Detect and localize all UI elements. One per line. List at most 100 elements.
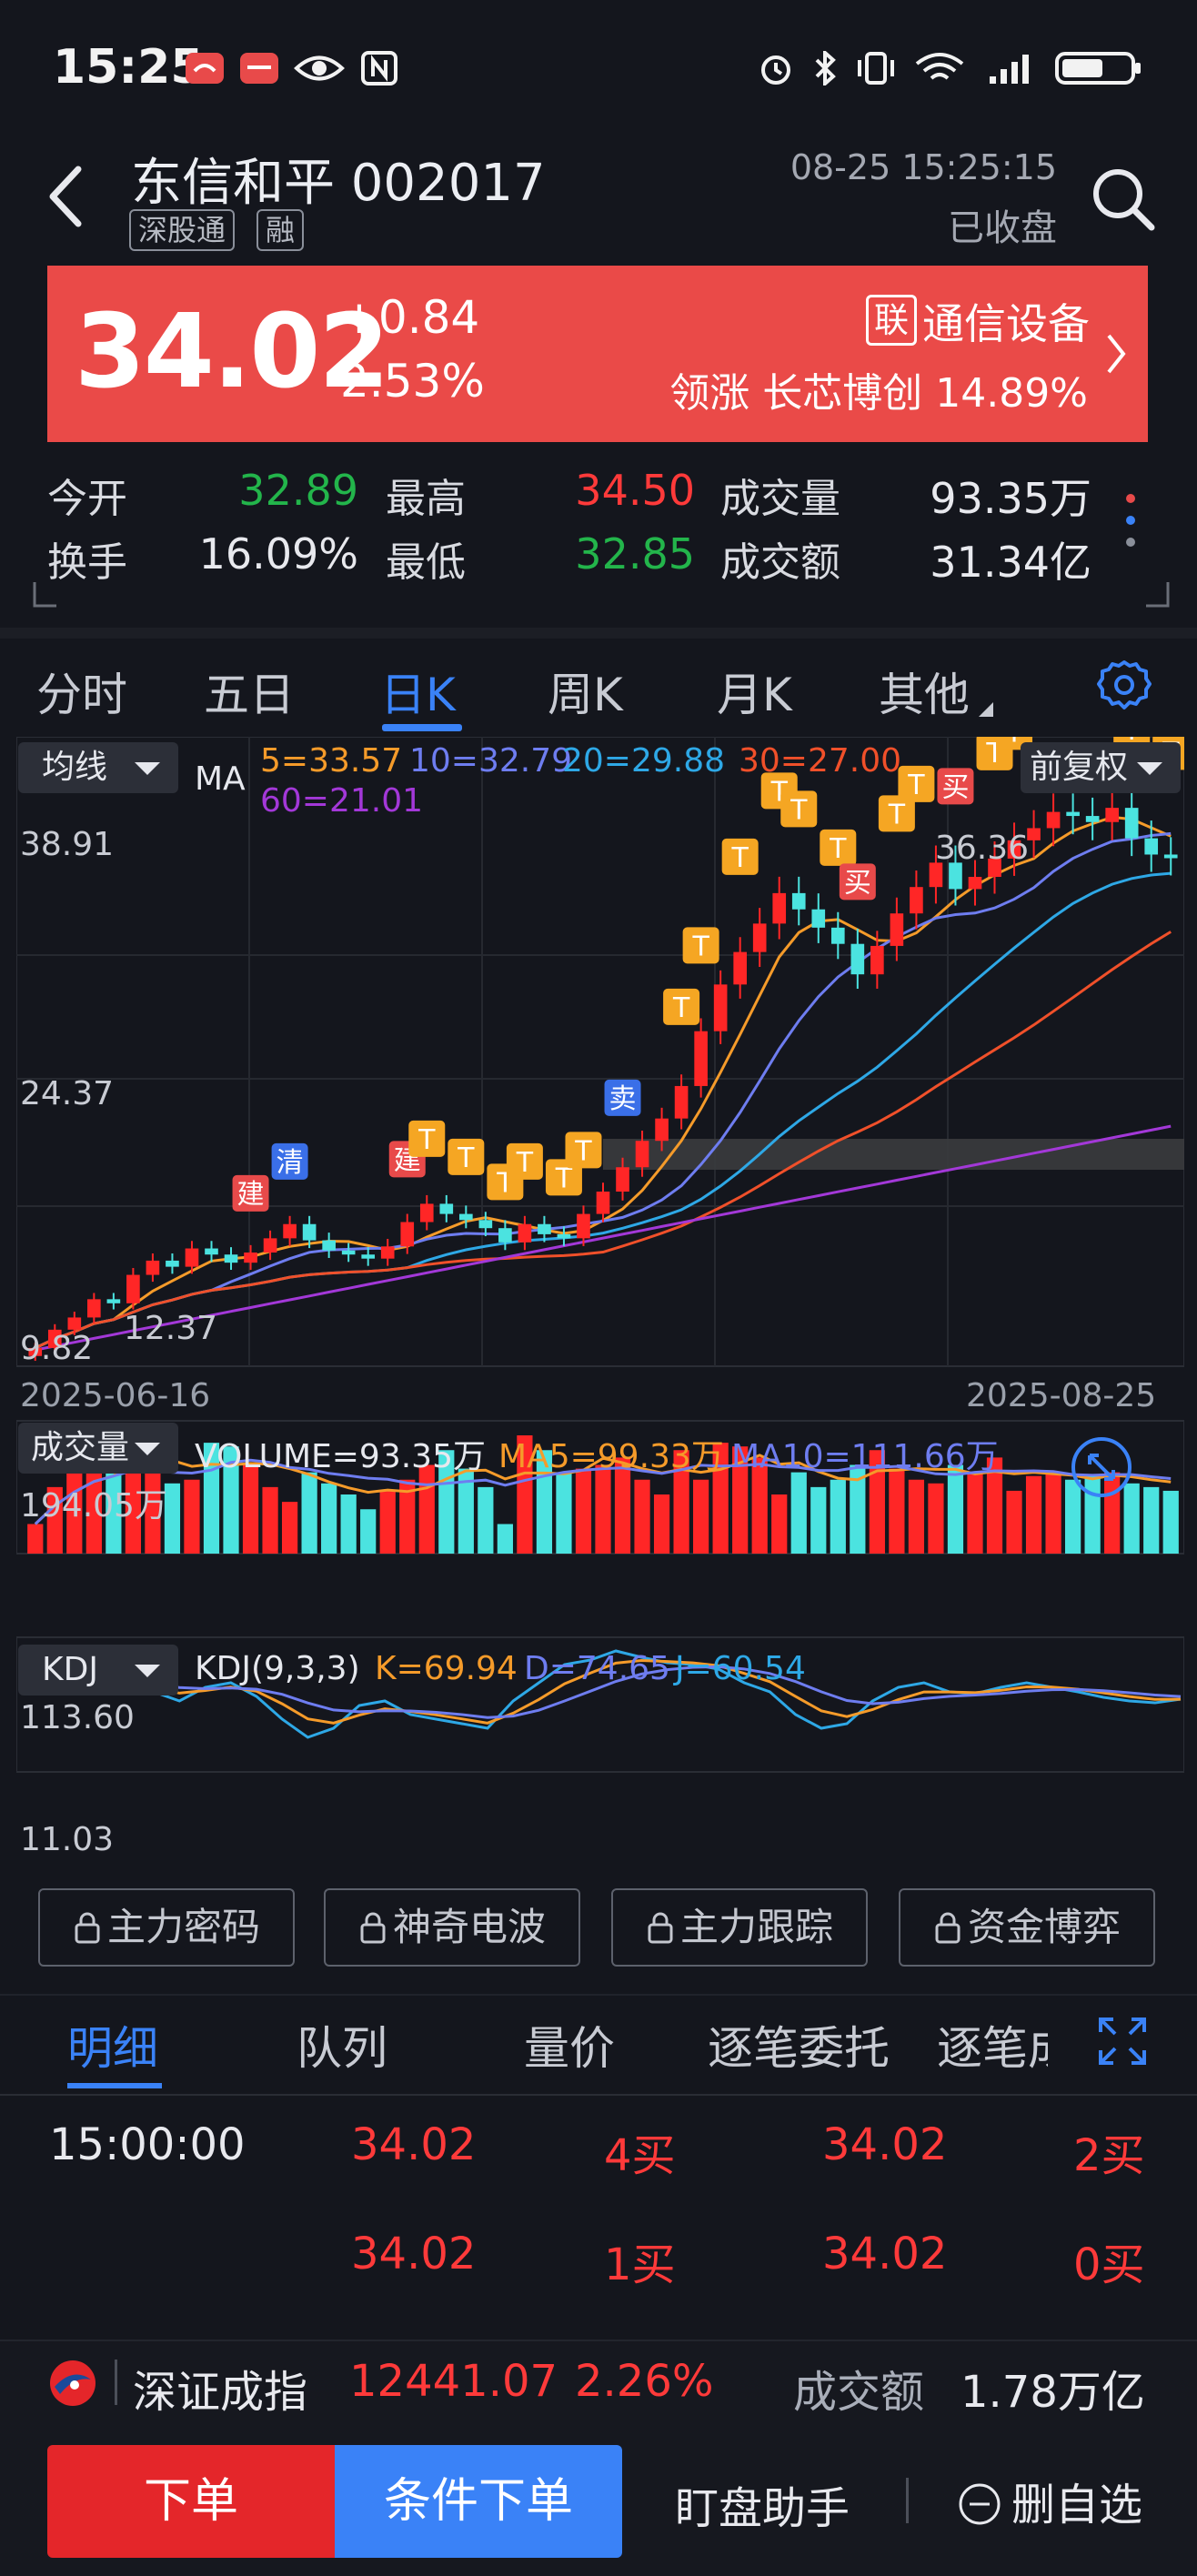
candle-body (67, 1317, 82, 1330)
tab-intraday[interactable]: 分时 (36, 669, 127, 721)
candle-body (596, 1192, 610, 1214)
fullscreen-toggle-icon[interactable] (1070, 1435, 1133, 1499)
bottom-divider (906, 2478, 909, 2523)
price-banner[interactable]: 34.02 +0.84 2.53% 联 通信设备 领涨 长芯博创 14.89% (47, 266, 1148, 442)
volume-bar (164, 1483, 181, 1554)
ma30-line (35, 931, 1172, 1350)
section-divider (0, 628, 1197, 639)
index-divider (115, 2360, 117, 2405)
tab-monthly-k[interactable]: 月K (717, 669, 792, 721)
candle-body (577, 1213, 590, 1239)
buy-signal-badge-text: 买 (941, 771, 969, 803)
volume-bar (360, 1509, 377, 1554)
feature-label: 资金博弈 (967, 1905, 1121, 1949)
volume-bar (517, 1435, 533, 1554)
t-signal-badge-text: T (672, 992, 690, 1024)
feature-magic-wave[interactable]: 神奇电波 (324, 1888, 580, 1967)
kdj-lines (25, 1649, 1182, 1739)
tab-detail[interactable]: 明细 (67, 2022, 158, 2075)
open-value: 32.89 (238, 466, 358, 515)
volume-bar (810, 1486, 827, 1554)
t-signal-badge-text: T (731, 842, 749, 874)
status-time: 15:25 (53, 40, 204, 95)
volume-ma5: MA5=99.33万 (498, 1438, 724, 1475)
candle-body (1163, 854, 1178, 859)
adjust-selector[interactable]: 前复权 (1021, 742, 1181, 793)
watch-helper-button[interactable]: 盯盘助手 (675, 2483, 850, 2534)
tab-other[interactable]: 其他 (879, 669, 970, 721)
volume-bar (145, 1472, 161, 1554)
volume-current: VOLUME=93.35万 (195, 1438, 486, 1475)
adjust-selector-label: 前复权 (1030, 749, 1129, 786)
volume-bar (889, 1468, 905, 1554)
more-dots-icon[interactable] (1117, 486, 1144, 558)
tab-five-day[interactable]: 五日 (204, 669, 295, 721)
kdj-d: D=74.65 (524, 1650, 670, 1687)
remove-watchlist-button[interactable]: 删自选 (957, 2469, 1142, 2532)
volume-bar (27, 1524, 44, 1554)
back-icon[interactable] (40, 160, 95, 233)
candle-body (380, 1246, 395, 1259)
candle-body (811, 909, 826, 928)
candle-body (772, 892, 787, 924)
volume-selector[interactable]: 成交量 (18, 1423, 178, 1474)
volume-bar (869, 1450, 885, 1554)
caret-down-icon (135, 1443, 160, 1455)
indicator-selector[interactable]: 均线 (18, 742, 178, 793)
kline-chart[interactable]: 建清建TTTTTT卖TTTTTT买TT买TTTTTTT (16, 737, 1184, 1865)
expand-icon[interactable] (1097, 2016, 1148, 2067)
tag-shenzhen-connect: 深股通 (129, 209, 236, 251)
open-label: 今开 (47, 476, 127, 522)
conditional-order-button[interactable]: 条件下单 (335, 2445, 622, 2558)
sell-signal-badge-text: 卖 (609, 1083, 637, 1115)
t-signal-badge (780, 790, 818, 828)
kdj-params: KDJ(9,3,3) (195, 1650, 360, 1687)
candle-body (185, 1248, 199, 1267)
trade-volume: 4买 (604, 2130, 676, 2181)
tab-weekly-k[interactable]: 周K (548, 669, 623, 721)
index-bar[interactable] (0, 2340, 1197, 2430)
lock-icon (935, 1912, 961, 1944)
t-signal-badge (820, 829, 857, 866)
wifi-icon (915, 53, 964, 80)
kdj-j: J=60.54 (675, 1650, 806, 1687)
candle-body (968, 877, 982, 890)
gear-icon[interactable] (1095, 657, 1153, 715)
feature-main-force-code[interactable]: 主力密码 (38, 1888, 295, 1967)
kdj-selector[interactable]: KDJ (18, 1645, 178, 1696)
ma-lines (35, 815, 1172, 1352)
volume-bar (86, 1450, 102, 1554)
volume-bar (281, 1502, 298, 1554)
feature-main-force-tracking[interactable]: 主力跟踪 (611, 1888, 868, 1967)
tab-daily-k[interactable]: 日K (380, 669, 456, 721)
ma60-line (35, 1124, 1172, 1352)
volume-bar (751, 1457, 768, 1554)
search-icon[interactable] (1086, 162, 1159, 235)
candle-body (1066, 811, 1080, 817)
tab-trade-by-trade[interactable]: 逐笔成 (937, 2022, 1048, 2075)
vibrate-icon (858, 52, 894, 85)
candle-body (419, 1203, 434, 1223)
kdj-d-line (25, 1665, 1182, 1719)
ma10-line (35, 831, 1172, 1350)
place-order-button[interactable]: 下单 (47, 2445, 335, 2558)
candle-body (870, 945, 884, 975)
candle-body (635, 1141, 649, 1168)
tab-order-by-order[interactable]: 逐笔委托 (708, 2022, 890, 2075)
t-signal-badge (506, 1142, 543, 1180)
lock-icon (75, 1912, 100, 1944)
tab-queue[interactable]: 队列 (297, 2022, 387, 2075)
kdj-y-bottom: 11.03 (20, 1821, 115, 1858)
volume-bar (478, 1486, 494, 1554)
market-status: 已收盘 (948, 207, 1057, 249)
bluetooth-icon (815, 51, 836, 86)
t-signal-badge-text: T (555, 1162, 573, 1194)
tab-volume-price[interactable]: 量价 (524, 2022, 615, 2075)
candle-body (224, 1254, 238, 1263)
feature-capital-game[interactable]: 资金博弈 (899, 1888, 1155, 1967)
nfc-icon (361, 51, 397, 86)
t-signal-badge-text: T (1122, 737, 1141, 747)
candle-body (47, 1329, 62, 1348)
volume-bar (497, 1524, 513, 1554)
amount-label: 成交额 (720, 539, 840, 586)
